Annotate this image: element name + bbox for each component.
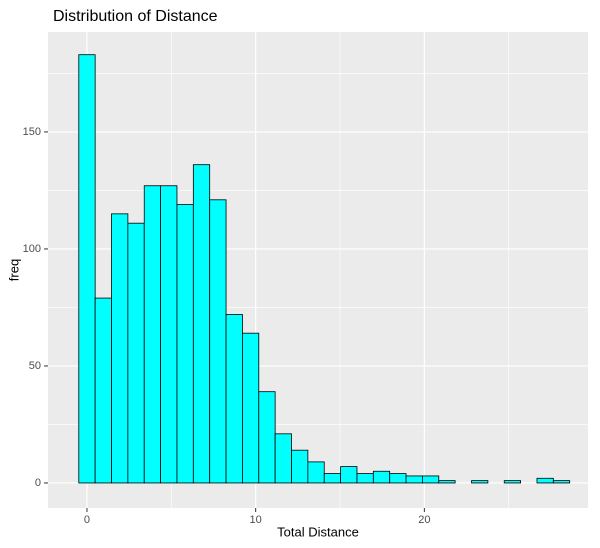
bar	[209, 199, 227, 484]
bar	[143, 185, 162, 484]
bar	[78, 54, 96, 484]
bar	[258, 391, 276, 484]
bar	[160, 185, 178, 484]
bar	[438, 480, 456, 484]
bar	[111, 213, 129, 484]
bar	[356, 473, 374, 484]
x-tick-label: 0	[84, 514, 90, 526]
bar	[372, 470, 391, 484]
bar	[242, 332, 260, 484]
chart-title: Distribution of Distance	[53, 8, 218, 25]
y-tick-label: 150	[23, 126, 41, 138]
bar	[225, 314, 243, 484]
x-tick-label: 10	[250, 514, 262, 526]
bar	[307, 461, 325, 484]
bar	[94, 297, 112, 484]
x-axis-title: Total Distance	[277, 524, 359, 539]
bar	[405, 475, 423, 484]
bar	[274, 433, 292, 484]
bar	[552, 480, 571, 484]
bar	[471, 480, 489, 484]
bar	[389, 473, 407, 484]
bar	[503, 480, 522, 484]
bar	[422, 475, 440, 484]
bar	[176, 204, 194, 484]
bar	[536, 477, 554, 484]
bar	[192, 164, 211, 484]
y-tick-label: 0	[35, 477, 41, 489]
x-tick-label: 20	[418, 514, 430, 526]
y-tick-label: 100	[23, 243, 41, 255]
bar	[291, 449, 309, 484]
y-axis-title: freq	[6, 259, 21, 281]
bar	[340, 466, 358, 484]
y-tick-label: 50	[29, 360, 41, 372]
bar	[323, 473, 342, 484]
bar	[127, 222, 145, 484]
